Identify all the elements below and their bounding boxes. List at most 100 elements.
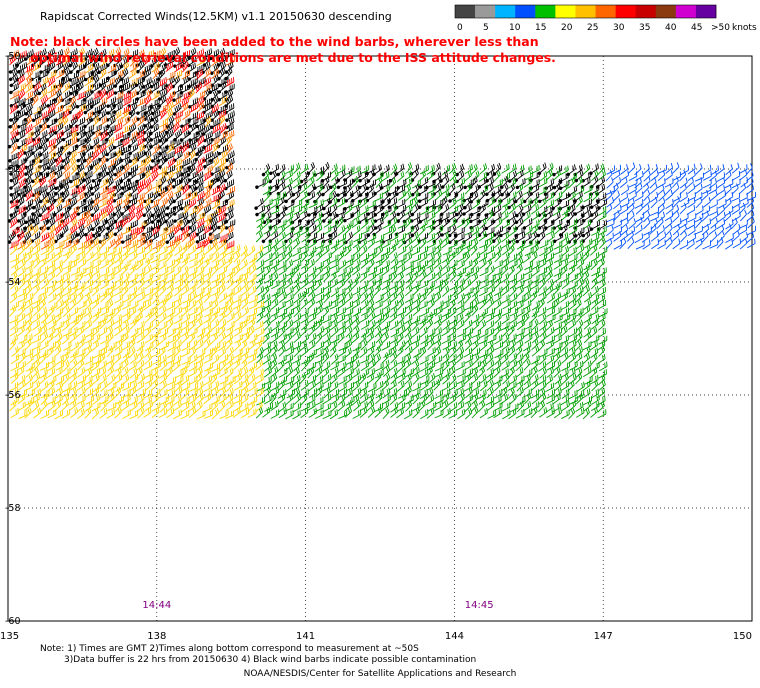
wind-barb: [426, 191, 435, 202]
wind-barb: [672, 195, 680, 208]
wind-barb: [396, 204, 407, 217]
wind-barb: [10, 142, 18, 154]
wind-barb: [107, 63, 117, 74]
wind-barb: [308, 407, 317, 418]
wind-barb: [255, 368, 264, 379]
wind-barb: [196, 90, 206, 101]
wind-barb: [329, 197, 338, 208]
wind-barb: [747, 192, 757, 202]
wind-barb: [62, 47, 70, 59]
wind-barb: [606, 213, 616, 223]
wind-barb: [121, 108, 129, 120]
wind-barb: [278, 333, 287, 344]
wind-barb: [412, 373, 420, 385]
wind-barb: [411, 260, 421, 271]
wind-barb: [196, 48, 205, 59]
wind-barb: [196, 56, 206, 66]
wind-barb: [159, 197, 168, 208]
wind-barb: [293, 205, 303, 215]
wind-barb: [330, 163, 338, 175]
wind-barb: [523, 190, 532, 204]
wind-barb: [69, 172, 80, 184]
wind-barb: [165, 108, 174, 121]
wind-barb: [46, 97, 57, 108]
wind-barb: [650, 191, 659, 203]
wind-barb: [650, 183, 658, 195]
wind-barb: [606, 185, 615, 196]
wind-barb: [247, 339, 256, 351]
wind-barb: [173, 115, 181, 127]
wind-barb: [69, 210, 78, 223]
wind-barb: [595, 183, 606, 196]
wind-barb: [84, 210, 91, 222]
wind-barb: [486, 400, 495, 412]
wind-barb: [546, 314, 556, 324]
wind-barb: [724, 170, 732, 182]
wind-barb: [173, 144, 182, 155]
legend-swatch: [635, 5, 657, 18]
wind-barb: [144, 94, 152, 107]
wind-barb: [76, 348, 86, 358]
wind-barb: [293, 313, 302, 324]
wind-barb: [329, 278, 339, 289]
wind-barb: [202, 190, 211, 202]
wind-barb: [159, 108, 167, 120]
wind-barb: [98, 198, 108, 208]
wind-barb: [143, 299, 152, 311]
wind-barb: [181, 204, 190, 216]
wind-barb: [687, 163, 696, 175]
wind-barb: [136, 340, 145, 352]
wind-barb: [739, 238, 748, 250]
wind-barb: [172, 121, 180, 134]
wind-barb: [494, 178, 503, 189]
wind-barb: [159, 118, 168, 128]
wind-barb: [336, 178, 348, 190]
wind-barb: [710, 165, 719, 176]
wind-barb: [256, 293, 265, 304]
wind-barb: [129, 367, 138, 379]
wind-barb: [10, 408, 19, 419]
wind-barb: [218, 96, 228, 107]
wind-barb: [196, 191, 205, 202]
wind-barb: [25, 190, 34, 202]
plot-area: 135 138 141 144 147 150 -50 -52 -54 -56 -58 -60 14:…: [0, 46, 757, 642]
wind-barb: [710, 210, 719, 222]
wind-barb: [219, 354, 229, 364]
wind-barb: [411, 183, 420, 197]
wind-barb: [174, 184, 183, 195]
wind-barb: [344, 190, 354, 203]
wind-barb: [725, 191, 734, 203]
legend-label: 30: [613, 23, 625, 33]
wind-barb: [40, 212, 50, 222]
wind-barb: [76, 205, 87, 216]
wind-barb: [166, 239, 175, 249]
wind-barb: [664, 178, 674, 188]
wind-barb: [469, 191, 479, 204]
wind-barb: [724, 184, 732, 196]
wind-barb: [38, 176, 47, 188]
wind-barb: [583, 291, 592, 303]
wind-barb: [135, 203, 144, 215]
wind-barb: [210, 136, 220, 147]
wind-barb: [307, 176, 315, 188]
wind-barb: [11, 258, 20, 269]
wind-barb: [449, 169, 457, 182]
wind-barb: [204, 115, 212, 128]
wind-barb: [68, 150, 77, 161]
wind-barb: [590, 251, 600, 262]
wind-barb: [351, 394, 360, 406]
wind-barb: [462, 204, 472, 216]
wind-barb: [746, 177, 754, 189]
wind-barb: [166, 142, 175, 154]
wind-barb: [172, 170, 182, 182]
wind-barb: [226, 312, 235, 323]
wind-barb: [398, 190, 407, 201]
wind-barb: [336, 190, 347, 203]
wind-barb: [62, 104, 72, 114]
wind-barb: [702, 171, 712, 181]
wind-barb: [182, 141, 190, 154]
wind-barb: [106, 137, 115, 148]
wind-barb: [195, 81, 203, 94]
wind-barb: [166, 190, 174, 202]
